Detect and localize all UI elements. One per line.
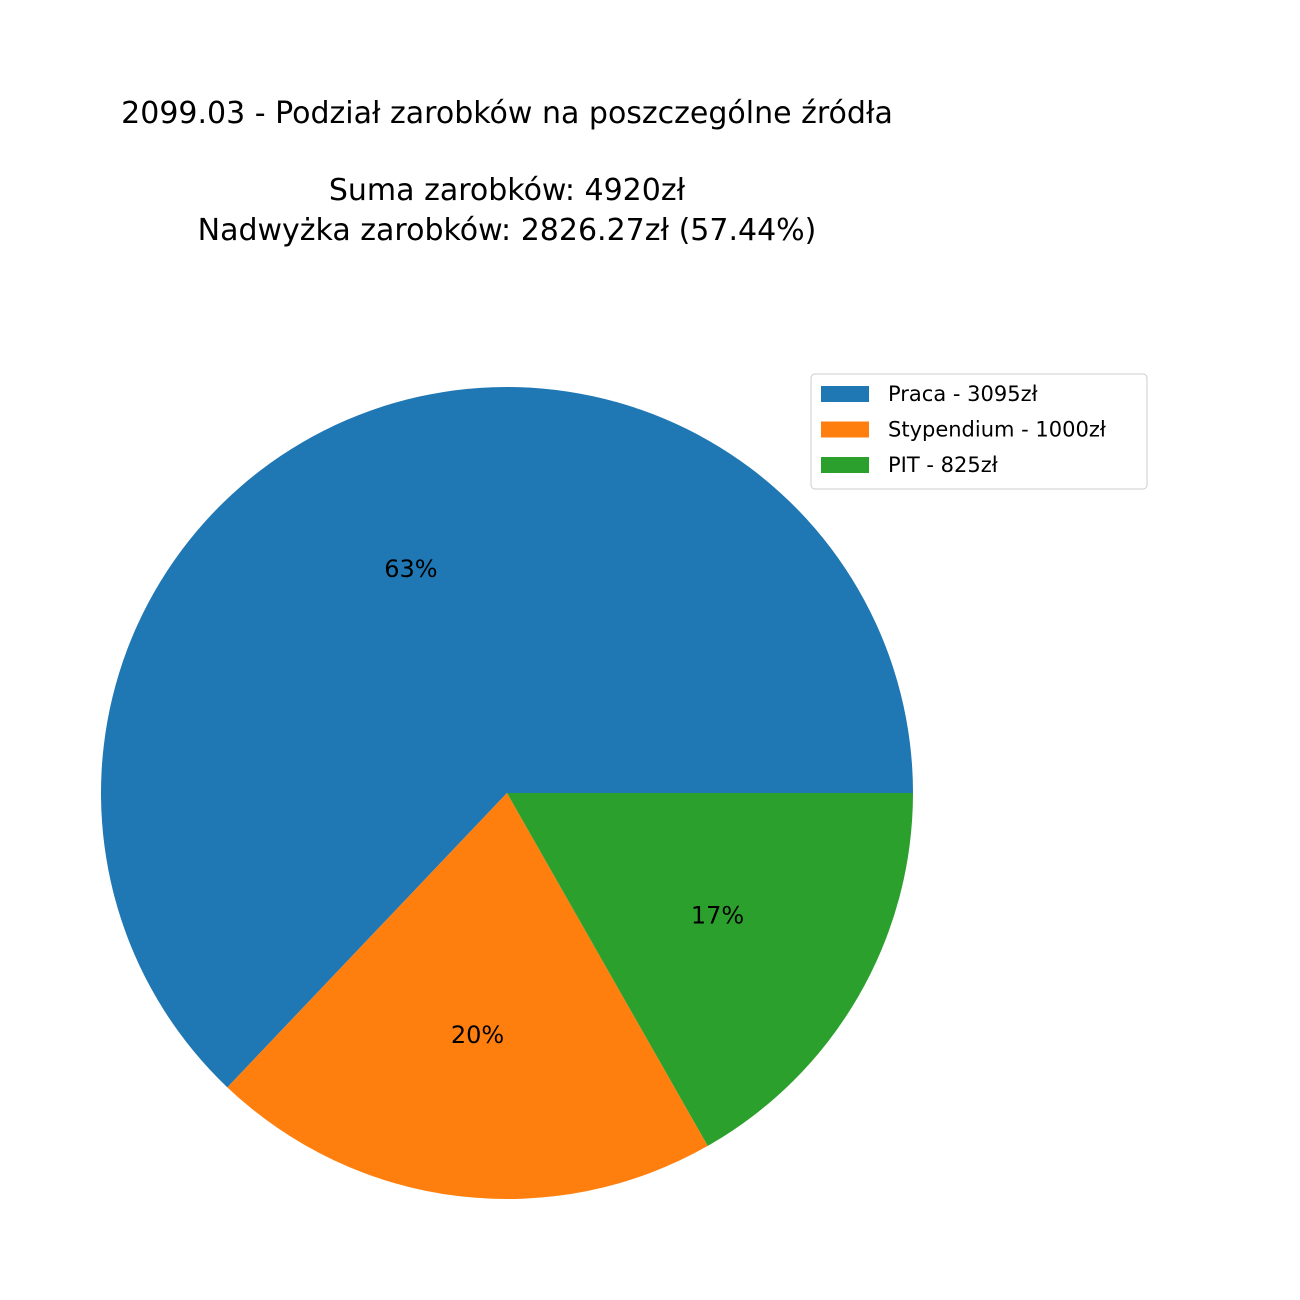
- legend-swatch-1: [821, 421, 869, 438]
- slice-pct-label-1: 20%: [451, 1021, 504, 1049]
- legend-label-2: PIT - 825zł: [888, 453, 998, 477]
- legend: Praca - 3095zł Stypendium - 1000zł PIT - 8…: [810, 373, 1148, 490]
- pie-slice-0: [100, 387, 914, 1088]
- legend-swatch-2: [821, 457, 869, 473]
- chart-title: 2099.03 - Podział zarobków na poszczegól…: [121, 96, 893, 248]
- legend-box: [810, 373, 1148, 490]
- legend-label-1: Stypendium - 1000zł: [888, 418, 1106, 442]
- legend-label-0: Praca - 3095zł: [888, 382, 1038, 406]
- slice-labels: 63% 20% 17%: [384, 555, 744, 1049]
- legend-swatch-0: [821, 386, 869, 402]
- title-line-3: Nadwyżka zarobków: 2826.27zł (57.44%): [198, 213, 817, 248]
- pie-slice-2: [507, 793, 913, 1146]
- pie-slice-1: [227, 793, 708, 1199]
- pie-slices: [100, 387, 914, 1199]
- title-line-0: 2099.03 - Podział zarobków na poszczegól…: [121, 96, 893, 131]
- slice-pct-label-2: 17%: [691, 901, 744, 929]
- title-line-2: Suma zarobków: 4920zł: [329, 173, 686, 208]
- slice-pct-label-0: 63%: [384, 555, 437, 583]
